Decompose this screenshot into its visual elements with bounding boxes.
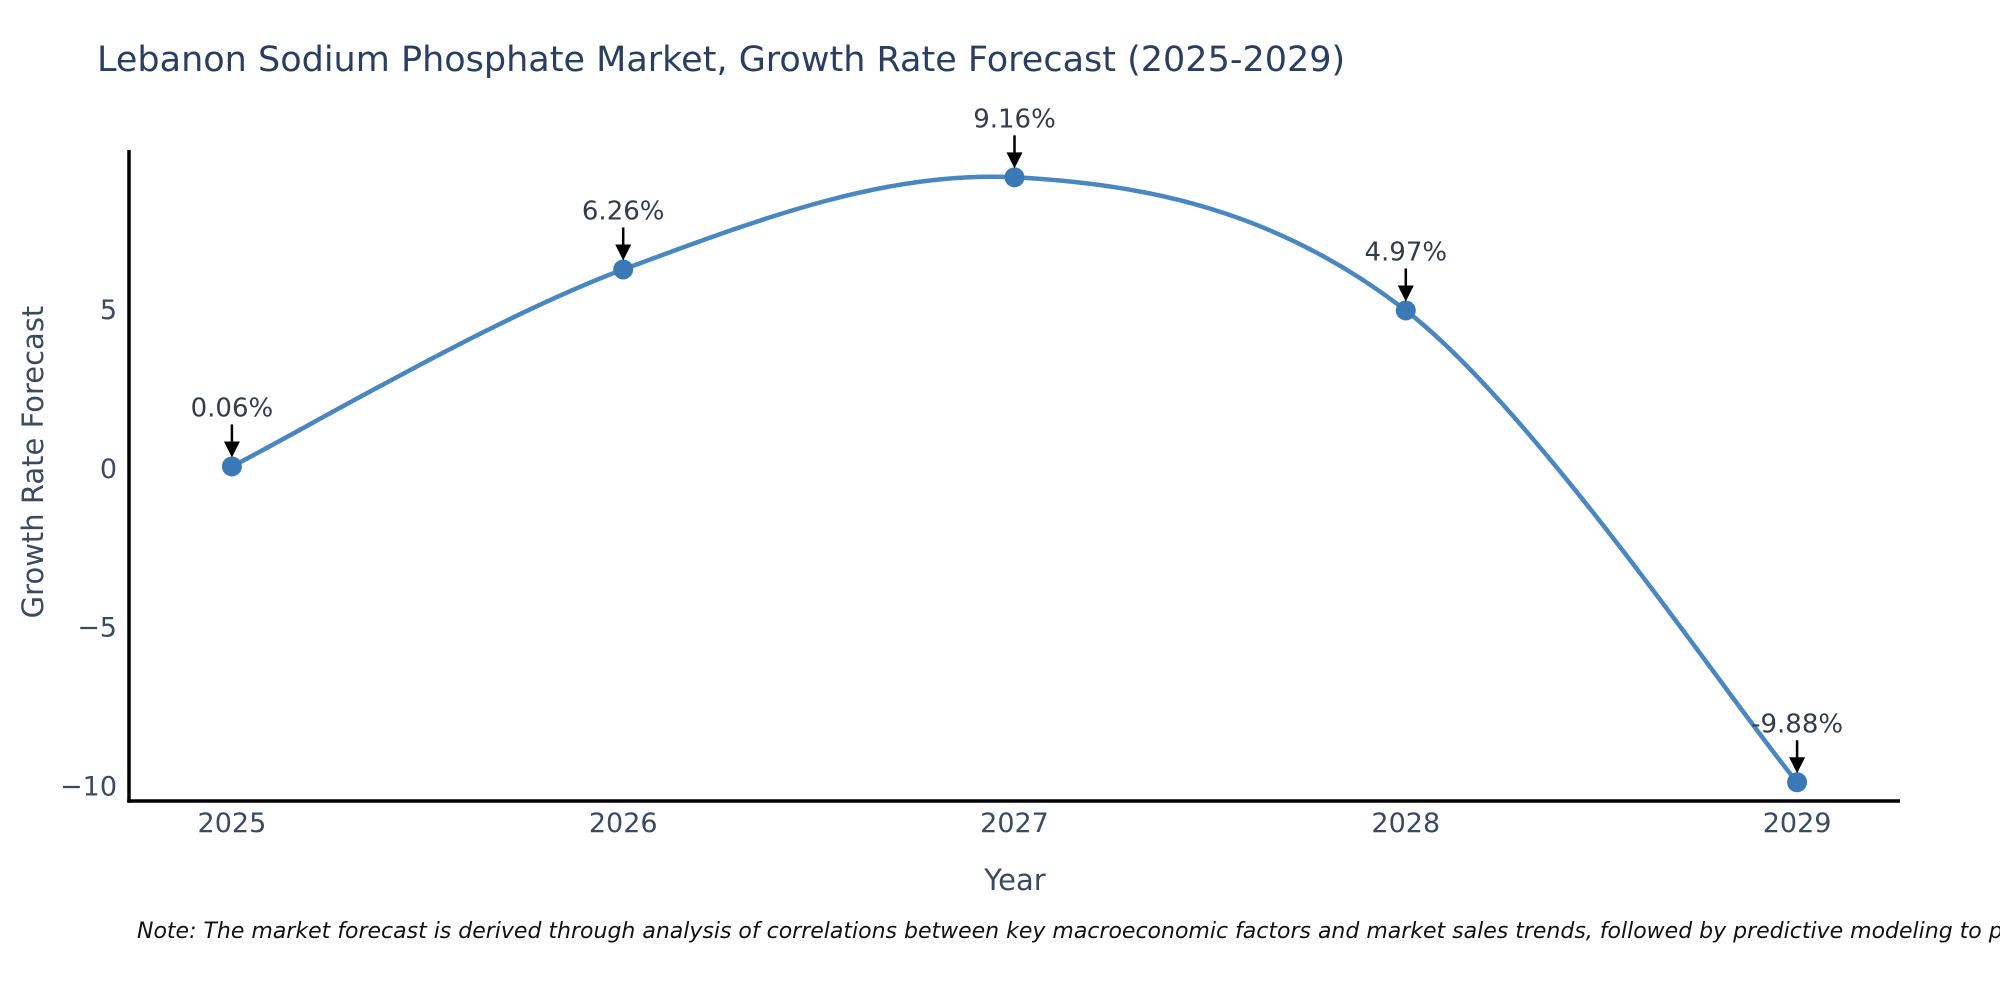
data-point-marker	[1004, 167, 1025, 188]
annotation-arrow-head	[1789, 757, 1806, 774]
y-tick-label: 0	[100, 454, 117, 485]
x-tick-label: 2027	[980, 808, 1049, 839]
annotation-label: 0.06%	[191, 393, 274, 423]
data-point-marker	[1395, 300, 1416, 321]
data-point-marker	[221, 456, 242, 477]
annotation-label: 9.16%	[973, 104, 1056, 134]
annotation-label: 4.97%	[1364, 237, 1447, 267]
x-tick-label: 2026	[589, 808, 658, 839]
growth-rate-curve	[229, 174, 1800, 785]
annotation-arrow-head	[615, 244, 632, 261]
annotation-arrow-head	[223, 441, 240, 458]
annotation-arrow-head	[1006, 152, 1023, 169]
annotation-label: -9.88%	[1751, 709, 1843, 739]
x-tick-label: 2025	[198, 808, 267, 839]
data-point-marker	[1787, 772, 1808, 793]
chart-title: Lebanon Sodium Phosphate Market, Growth …	[97, 40, 1346, 80]
footnote: Note: The market forecast is derived thr…	[137, 919, 2000, 944]
data-point-marker	[613, 259, 634, 280]
x-tick-label: 2028	[1371, 808, 1440, 839]
x-tick-label: 2029	[1763, 808, 1832, 839]
x-axis-label: Year	[984, 863, 1046, 897]
y-tick-label: −5	[77, 613, 117, 644]
annotation-arrow-head	[1397, 285, 1414, 302]
y-tick-label: −10	[60, 772, 117, 803]
annotation-label: 6.26%	[582, 196, 665, 226]
y-tick-label: 5	[100, 295, 117, 326]
